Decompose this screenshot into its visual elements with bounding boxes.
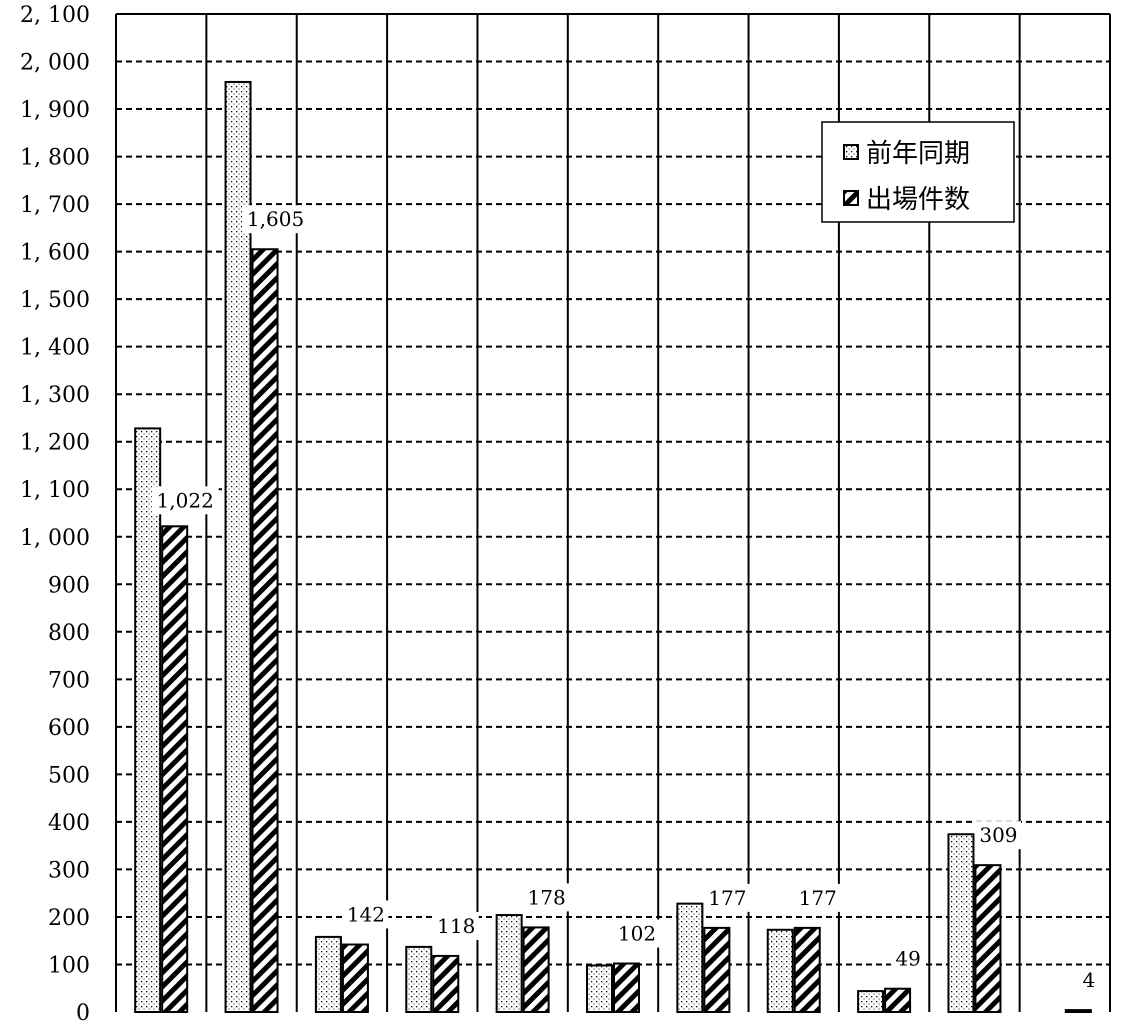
data-label-background [524,883,570,912]
bar-dispatch-count-3 [341,943,369,1013]
y-tick-label: 2, 100 [20,3,90,28]
bar-previous-year-7 [676,902,704,1013]
data-label-background [343,900,389,929]
y-tick-label: 1, 700 [20,193,90,218]
y-tick-label: 1, 100 [20,478,90,503]
bar-dispatch-count-11 [1064,1009,1092,1014]
legend-swatch-dispatch-count [843,190,859,206]
data-label-10: 309 [979,823,1017,847]
y-tick-label: 300 [48,858,90,883]
bar-dispatch-count-6 [613,962,640,1013]
bar-dispatch-count-5 [522,926,550,1013]
bar-dispatch-count-4 [432,954,460,1013]
bar-previous-year-2 [224,80,252,1013]
data-label-background [151,486,219,515]
bar-previous-year-8 [766,928,794,1014]
bar-dispatch-count-10 [974,864,1002,1013]
data-label-background [614,919,660,948]
y-tick-label: 1, 300 [20,383,90,408]
y-tick-label: 1, 400 [20,336,90,361]
bar-dispatch-count-7 [703,926,731,1014]
data-label-3: 142 [347,903,385,927]
data-label-6: 102 [618,922,656,946]
data-label-background [704,883,750,912]
bar-previous-year-3 [314,935,342,1013]
y-tick-label: 2, 000 [20,51,90,76]
bars [134,80,1092,1014]
y-axis-ticks: 0 100 200 300 400 500 600 700 800 900 1, 000 1, 100… [20,3,90,1026]
y-tick-label: 1, 600 [20,241,90,266]
bar-dispatch-count-8 [793,926,821,1014]
data-label-background [795,883,841,912]
y-tick-label: 800 [48,621,90,646]
grid [115,13,1111,1012]
legend-label-dispatch-count: 出場件数 [866,185,970,215]
legend-swatch-previous-year [843,144,859,160]
bar-previous-year-1 [134,427,162,1014]
bar-dispatch-count-2 [251,248,279,1013]
y-tick-label: 900 [48,573,90,598]
y-tick-label: 1, 000 [20,526,90,551]
y-tick-label: 100 [48,953,90,978]
bar-previous-year-6 [586,964,613,1014]
data-label-background [891,944,926,973]
y-tick-label: 0 [76,1001,90,1026]
bar-previous-year-4 [405,945,433,1014]
data-label-5: 178 [528,885,566,909]
data-labels: 1,022 1,605 142 118 178 102 177 177 49 309 4 [151,205,1101,995]
data-label-7: 177 [708,886,746,910]
bar-previous-year-9 [857,990,885,1014]
y-tick-label: 600 [48,716,90,741]
bar-dispatch-count-9 [884,987,912,1013]
y-tick-label: 1, 900 [20,98,90,123]
bar-previous-year-10 [947,833,975,1013]
data-label-background [1077,966,1101,995]
bar-dispatch-count-1 [161,525,189,1013]
data-label-background [242,205,310,234]
y-tick-label: 1, 200 [20,431,90,456]
y-tick-label: 500 [48,763,90,788]
data-label-background [433,911,479,940]
y-tick-label: 400 [48,811,90,836]
y-tick-label: 700 [48,668,90,693]
y-tick-label: 1, 500 [20,288,90,313]
data-label-11: 4 [1082,968,1095,992]
data-label-2: 1,605 [247,207,304,231]
data-label-1: 1,022 [157,488,214,512]
legend-label-previous-year: 前年同期 [866,139,970,169]
data-label-9: 49 [895,947,920,971]
data-label-8: 177 [799,886,837,910]
data-label-background [975,821,1021,850]
y-tick-label: 200 [48,906,90,931]
bar-previous-year-5 [495,914,523,1014]
y-tick-label: 1, 800 [20,146,90,171]
data-label-4: 118 [437,914,475,938]
